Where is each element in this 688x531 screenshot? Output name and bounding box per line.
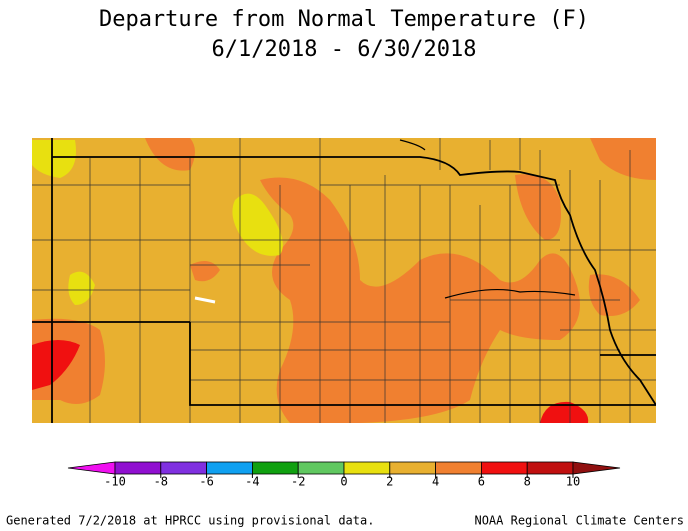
colorbar-over [572,461,621,475]
colorbar-tick-label: 6 [478,475,485,489]
cool-area [68,271,95,305]
footer-right: NOAA Regional Climate Centers [474,514,684,528]
warm-area [145,138,195,171]
hot-area [540,401,589,423]
colorbar-tick-label: 4 [432,475,439,489]
warm-area [588,274,640,316]
colorbar-bin [297,461,345,475]
map [32,138,656,423]
colorbar-under [67,461,116,475]
subtitle: 6/1/2018 - 6/30/2018 [212,37,477,62]
colorbar-tick-label: -4 [245,475,259,489]
title: Departure from Normal Temperature (F) [99,7,589,32]
colorbar-bin [480,461,528,475]
warm-area [190,261,220,282]
colorbar-tick-label: -2 [291,475,305,489]
colorbar-tick-label: 10 [566,475,580,489]
colorbar-tick-label: -6 [199,475,213,489]
colorbar-tick-label: -8 [154,475,168,489]
colorbar-bin [435,461,482,475]
colorbar-bin [526,461,574,475]
colorbar-bin [343,461,391,475]
colorbar-tick-label: -10 [104,475,126,489]
hot-area [32,340,80,390]
colorbar-tick-label: 0 [340,475,347,489]
cool-area [32,140,76,178]
colorbar-bin [389,461,436,475]
colorbar-bin [114,461,162,475]
warm-area [590,138,656,180]
state-borders [32,138,656,423]
colorbar-tick-label: 2 [386,475,393,489]
county-lines [32,138,656,423]
warm-area [515,174,561,240]
footer-left: Generated 7/2/2018 at HPRCC using provis… [6,514,374,528]
colorbar: -10 -8 -6 -4 -2 0 2 4 6 8 10 [67,461,621,489]
colorbar-bin [160,461,208,475]
colorbar-bin [206,461,253,475]
colorbar-bin [251,461,299,475]
colorbar-tick-label: 8 [524,475,531,489]
